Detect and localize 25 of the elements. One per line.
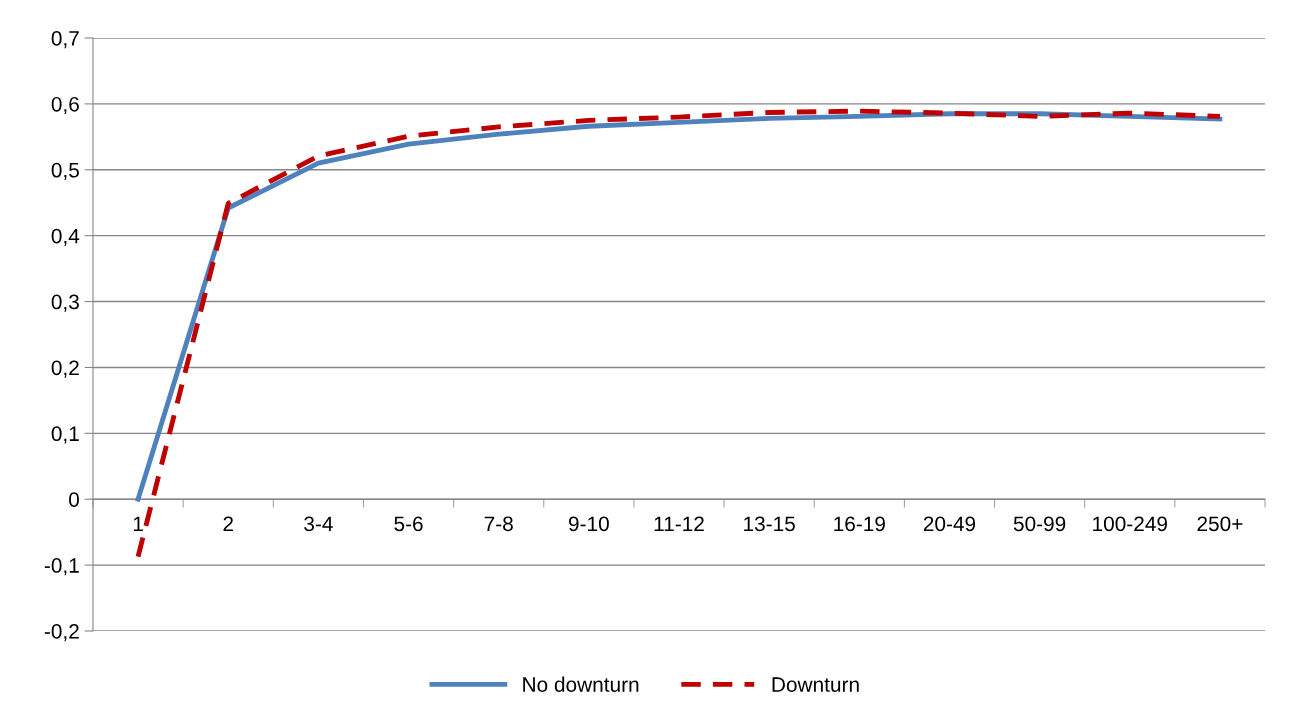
x-tick-label: 1 [133, 516, 143, 531]
y-tick-label: 0,3 [51, 294, 79, 312]
y-tick-label: 0,1 [51, 426, 79, 444]
y-tick-label: 0 [69, 492, 79, 507]
x-tick-label: 7-8 [484, 516, 513, 532]
y-tick-label: 0,2 [51, 360, 79, 378]
x-tick-label: 3-4 [304, 516, 333, 532]
y-tick-label: -0,1 [44, 558, 79, 576]
x-tick-label: 20-49 [923, 516, 976, 532]
x-tick-label: 16-19 [834, 516, 885, 532]
x-tick-label: 5-6 [394, 516, 423, 532]
legend-label: No downturn [523, 676, 639, 692]
x-tick-label: 50-99 [1013, 516, 1066, 532]
y-tick-label: 0,6 [51, 96, 79, 115]
x-tick-label: 100-249 [1093, 516, 1168, 532]
y-tick-label: -0,2 [44, 624, 79, 642]
x-tick-label: 13-15 [744, 516, 795, 532]
x-tick-label: 11-12 [654, 516, 704, 531]
legend-label: Downturn [772, 677, 859, 692]
x-tick-label: 250+ [1197, 516, 1243, 532]
x-tick-label: 9-10 [568, 516, 609, 532]
y-tick-label: 0,4 [51, 228, 80, 246]
y-tick-label: 0,7 [51, 31, 79, 49]
x-tick-label: 2 [223, 516, 233, 531]
y-tick-label: 0,5 [51, 162, 79, 180]
